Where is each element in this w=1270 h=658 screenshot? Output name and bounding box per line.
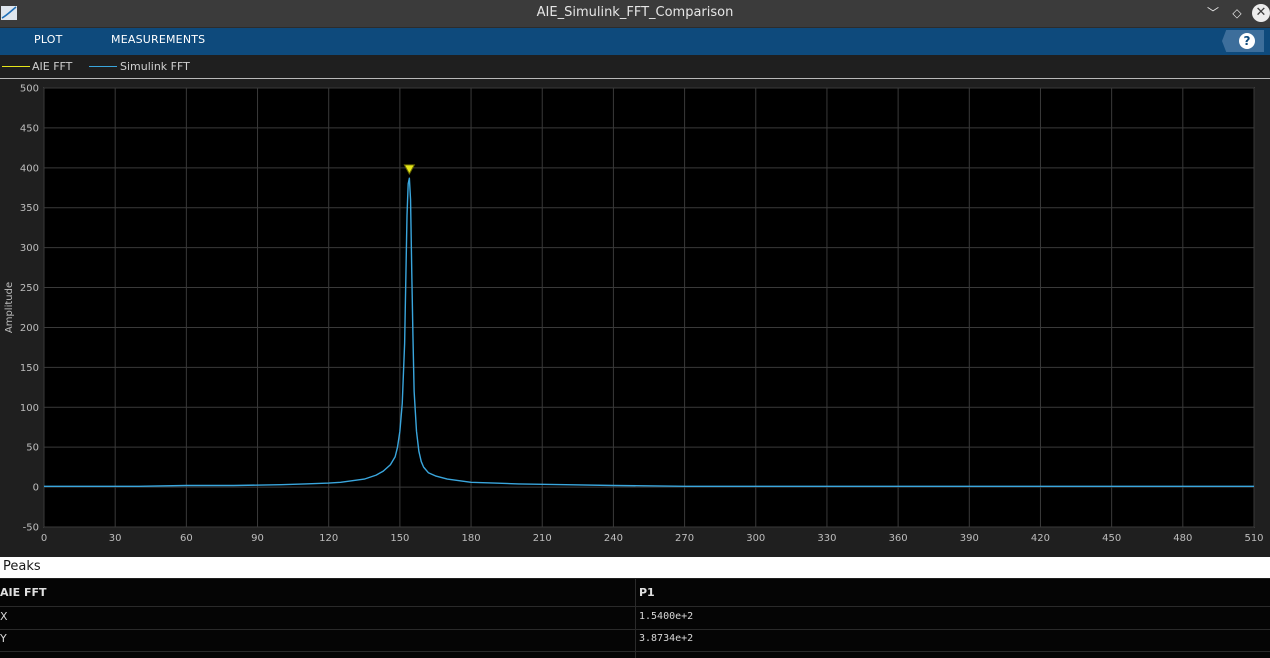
x-tick-label: 360 xyxy=(889,533,908,544)
fft-chart[interactable]: 0 30 60 90 120 150 180 210 240 270 300 330 360 390 420… xyxy=(0,79,1270,555)
legend-line-aie xyxy=(2,66,30,67)
grid xyxy=(43,87,1255,528)
y-tick-label: 350 xyxy=(20,203,39,214)
toolstrip: PLOT MEASUREMENTS ? xyxy=(0,28,1270,55)
tab-plot[interactable]: PLOT xyxy=(34,33,63,46)
table-row-value-x: 1.5400e+2 xyxy=(639,611,694,622)
y-tick-label: 50 xyxy=(26,443,39,454)
x-tick-label: 330 xyxy=(817,533,836,544)
peak-marker[interactable] xyxy=(403,164,416,175)
y-tick-label: 150 xyxy=(20,363,39,374)
y-axis-label: Amplitude xyxy=(4,282,15,333)
x-tick-label: 240 xyxy=(604,533,623,544)
window-titlebar: AIE_Simulink_FFT_Comparison ﹀ ◇ ✕ xyxy=(0,0,1270,28)
series-group xyxy=(44,177,1254,487)
y-tick-label: 500 xyxy=(20,84,39,95)
x-tick-label: 300 xyxy=(746,533,765,544)
table-row-value-y: 3.8734e+2 xyxy=(639,633,694,644)
legend-item-aie-fft[interactable]: AIE FFT xyxy=(32,60,73,73)
tab-measurements[interactable]: MEASUREMENTS xyxy=(111,33,206,46)
peaks-table: AIE FFT P1 X 1.5400e+2 Y 3.8734e+2 xyxy=(0,579,1270,658)
restore-icon[interactable]: ◇ xyxy=(1232,6,1242,20)
x-tick-labels: 0 30 60 90 120 150 180 210 240 270 300 330 360 390 420… xyxy=(41,533,1264,544)
x-tick-label: 120 xyxy=(319,533,338,544)
y-tick-label: 0 xyxy=(33,483,39,494)
table-header-name: AIE FFT xyxy=(0,586,47,599)
close-icon[interactable]: ✕ xyxy=(1252,4,1270,22)
window-title: AIE_Simulink_FFT_Comparison xyxy=(536,5,734,20)
legend-item-simulink-fft[interactable]: Simulink FFT xyxy=(120,60,190,73)
help-button[interactable]: ? xyxy=(1222,30,1264,52)
x-tick-label: 180 xyxy=(462,533,481,544)
help-icon: ? xyxy=(1239,33,1255,49)
table-header-p1: P1 xyxy=(639,586,655,599)
x-tick-label: 150 xyxy=(390,533,409,544)
minimize-icon[interactable]: ﹀ xyxy=(1206,6,1219,20)
table-row-label-x: X xyxy=(0,610,8,623)
table-row-label-y: Y xyxy=(0,632,7,645)
y-tick-label: 250 xyxy=(20,283,39,294)
y-tick-label: 400 xyxy=(20,163,39,174)
y-tick-label: 450 xyxy=(20,123,39,134)
y-tick-label: -50 xyxy=(23,523,39,534)
row-divider xyxy=(0,629,1270,630)
x-tick-label: 510 xyxy=(1244,533,1263,544)
peaks-title: Peaks xyxy=(3,559,41,574)
row-divider xyxy=(0,606,1270,607)
legend-line-simulink xyxy=(89,66,117,67)
x-tick-label: 210 xyxy=(533,533,552,544)
x-tick-label: 480 xyxy=(1173,533,1192,544)
legend: AIE FFT Simulink FFT xyxy=(0,56,1270,79)
matlab-app-icon xyxy=(1,6,17,20)
y-tick-label: 300 xyxy=(20,243,39,254)
x-tick-label: 90 xyxy=(251,533,264,544)
series-line-simulink-fft[interactable] xyxy=(44,177,1254,487)
x-tick-label: 270 xyxy=(675,533,694,544)
axes-background xyxy=(43,87,1255,528)
plot-area: 0 30 60 90 120 150 180 210 240 270 300 330 360 390 420… xyxy=(0,79,1270,555)
x-tick-label: 30 xyxy=(109,533,122,544)
peak-marker-group xyxy=(403,164,416,175)
y-tick-label: 100 xyxy=(20,403,39,414)
row-divider xyxy=(0,651,1270,652)
y-tick-label: 200 xyxy=(20,323,39,334)
x-tick-label: 390 xyxy=(960,533,979,544)
column-divider xyxy=(635,579,636,658)
x-tick-label: 420 xyxy=(1031,533,1050,544)
peaks-panel-header: Peaks xyxy=(0,557,1270,578)
x-tick-label: 60 xyxy=(180,533,193,544)
x-tick-label: 0 xyxy=(41,533,47,544)
x-tick-label: 450 xyxy=(1102,533,1121,544)
